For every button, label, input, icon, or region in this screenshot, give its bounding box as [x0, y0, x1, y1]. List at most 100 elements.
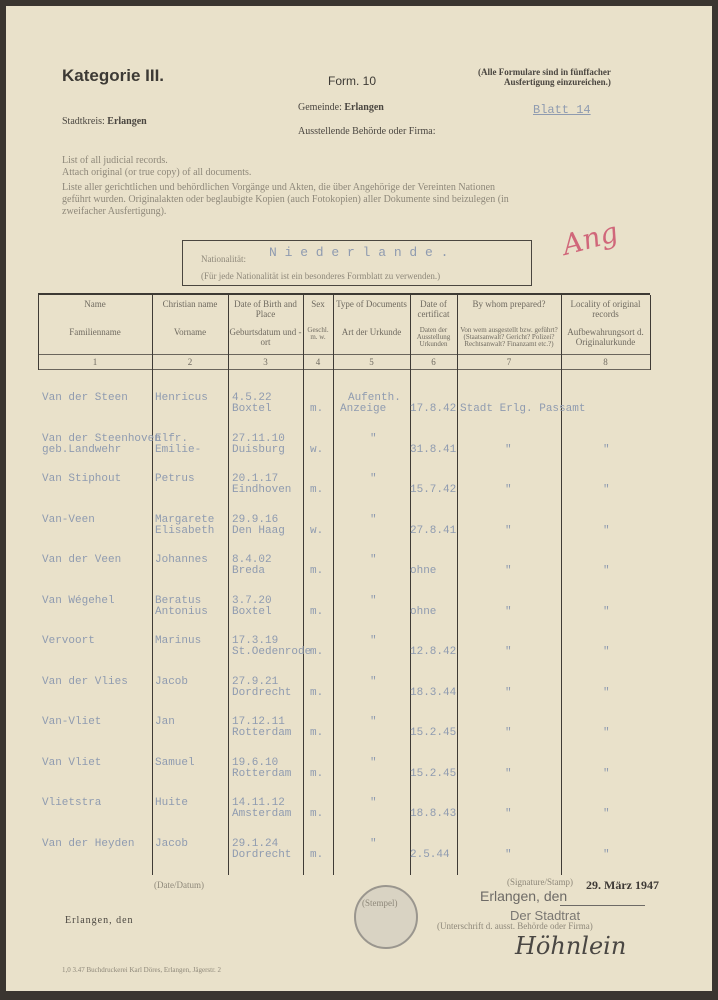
- cell-sex: m.: [310, 484, 324, 496]
- unterschrift-label: (Unterschrift d. ausst. Behörde oder Fir…: [437, 921, 593, 931]
- cell-birth-date: 17.3.19: [232, 635, 279, 647]
- cell-first: Jacob: [155, 675, 189, 688]
- cell-doc: ": [370, 716, 377, 728]
- column-header: 1: [92, 357, 98, 367]
- stadtkreis-field: Stadtkreis: Erlangen: [62, 116, 147, 127]
- cell-first2: Emilie-: [155, 443, 202, 456]
- cell-first: Petrus: [155, 473, 195, 485]
- column-header: Familienname: [69, 327, 121, 337]
- column-header: Locality of original records: [570, 299, 641, 319]
- cell-birth-place: Boxtel: [232, 403, 272, 415]
- column-header: Aufbewahrungsort d. Originalurkunde: [567, 327, 644, 347]
- cell-doc: ": [370, 594, 377, 607]
- official-seal: [354, 885, 418, 949]
- cell-birth-date: 8.4.02: [232, 554, 272, 566]
- nationality-value: N i e d e r l a n d e .: [269, 245, 449, 260]
- header-rule: [38, 354, 650, 355]
- cell-name: Van der Heyden: [42, 837, 135, 850]
- cell-birth-date: 4.5.22: [232, 392, 272, 404]
- cell-by: ": [505, 443, 512, 456]
- instruction-line: geführt wurden. Originalakten oder begla…: [62, 194, 509, 205]
- column-divider: [333, 295, 334, 875]
- stadtkreis-label: Stadtkreis:: [62, 116, 105, 127]
- cell-first: Henricus: [155, 392, 208, 404]
- column-header: 8: [603, 357, 608, 367]
- cell-by: ": [505, 524, 512, 537]
- cell-sex: m.: [310, 605, 324, 618]
- cell-name: Van der Veen: [42, 554, 122, 566]
- column-header: Type of Documents: [336, 299, 407, 309]
- cell-name: Van Wégehel: [42, 594, 115, 607]
- column-header: Sex: [311, 299, 325, 309]
- cell-birth-date: 19.6.10: [232, 756, 279, 769]
- column-header: Geburtsdatum und -ort: [229, 327, 302, 347]
- cell-birth-date: 17.12.11: [232, 716, 285, 728]
- cell-cert: 15.2.45: [410, 767, 457, 780]
- column-divider: [38, 295, 39, 370]
- cell-cert: 18.3.44: [410, 686, 457, 699]
- cell-first: Jan: [155, 716, 175, 728]
- cell-by: Stadt Erlg. Passamt: [460, 403, 586, 415]
- column-divider: [457, 295, 458, 875]
- cell-name: Vervoort: [42, 635, 95, 647]
- note-line: (Alle Formulare sind in fünffacher: [478, 67, 611, 77]
- cell-birth-place: Dordrecht: [232, 848, 292, 861]
- cell-birth-place: Dordrecht: [232, 686, 292, 699]
- instruction-line: zweifacher Ausfertigung).: [62, 206, 167, 217]
- cell-loc: ": [603, 524, 610, 537]
- cell-doc: ": [370, 473, 377, 485]
- cell-name: Van-Veen: [42, 513, 95, 526]
- cell-first: Johannes: [155, 554, 208, 566]
- cell-birth-place: Rotterdam: [232, 767, 292, 780]
- cell-loc: ": [603, 808, 610, 820]
- gemeinde-value: Erlangen: [344, 102, 384, 113]
- cell-name2: geb.Landwehr: [42, 443, 122, 456]
- cell-loc: ": [603, 848, 610, 861]
- cell-birth-place: Breda: [232, 565, 266, 577]
- column-header: 4: [315, 357, 321, 367]
- cell-doc: ": [370, 756, 377, 769]
- cell-doc: ": [370, 675, 377, 688]
- sheet-number: Blatt 14: [533, 103, 591, 117]
- cell-by: ": [505, 848, 512, 861]
- cell-cert: ohne: [410, 605, 437, 618]
- cell-first: Jacob: [155, 837, 189, 850]
- instruction-line: List of all judicial records.: [62, 155, 168, 166]
- signature-label: (Signature/Stamp): [507, 877, 573, 887]
- cell-by: ": [505, 727, 512, 739]
- cell-sex: m.: [310, 808, 324, 820]
- cell-first2: Elisabeth: [155, 524, 215, 537]
- cell-loc: ": [603, 686, 610, 699]
- cell-by: ": [505, 808, 512, 820]
- cell-by: ": [505, 686, 512, 699]
- cell-first: Margarete: [155, 513, 215, 526]
- cell-birth-date: 3.7.20: [232, 594, 272, 607]
- cell-first: Beratus: [155, 594, 202, 607]
- cell-doc: ": [370, 837, 377, 850]
- column-header: Daten der Ausstellung Urkunden: [416, 326, 451, 348]
- cell-name: Van Stiphout: [42, 473, 122, 485]
- nationality-note: (Für jede Nationalität ist ein besondere…: [201, 271, 441, 281]
- cell-sex: m.: [310, 646, 324, 658]
- cell-sex: m.: [310, 686, 324, 699]
- nationality-label: Nationalität:: [201, 254, 246, 264]
- cell-cert: 17.8.42: [410, 403, 457, 415]
- cell-name: Van-Vliet: [42, 716, 102, 728]
- cell-cert: 31.8.41: [410, 443, 457, 456]
- column-header: Christian name: [162, 299, 218, 309]
- cell-name: Van der Steenhoven: [42, 432, 161, 445]
- cell-birth-place: Duisburg: [232, 443, 285, 456]
- cell-sex: w.: [310, 443, 324, 456]
- column-header: Art der Urkunde: [341, 327, 402, 337]
- cell-by: ": [505, 565, 512, 577]
- stamp-date-line: [560, 905, 645, 906]
- cell-loc: ": [603, 727, 610, 739]
- column-header: Vorname: [173, 327, 207, 337]
- cell-loc: ": [603, 605, 610, 618]
- column-divider: [152, 295, 153, 875]
- cell-cert: 2.5.44: [410, 848, 450, 861]
- column-divider: [410, 295, 411, 875]
- cell-cert: 18.8.43: [410, 808, 457, 820]
- place-date-field: Erlangen, den: [65, 915, 134, 926]
- column-header: 6: [431, 357, 436, 367]
